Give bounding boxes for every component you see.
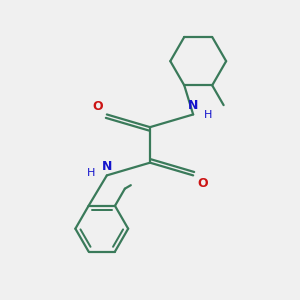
Text: H: H (87, 168, 96, 178)
Text: H: H (204, 110, 213, 121)
Text: O: O (92, 100, 103, 113)
Text: O: O (197, 177, 208, 190)
Text: N: N (188, 99, 198, 112)
Text: N: N (102, 160, 112, 173)
